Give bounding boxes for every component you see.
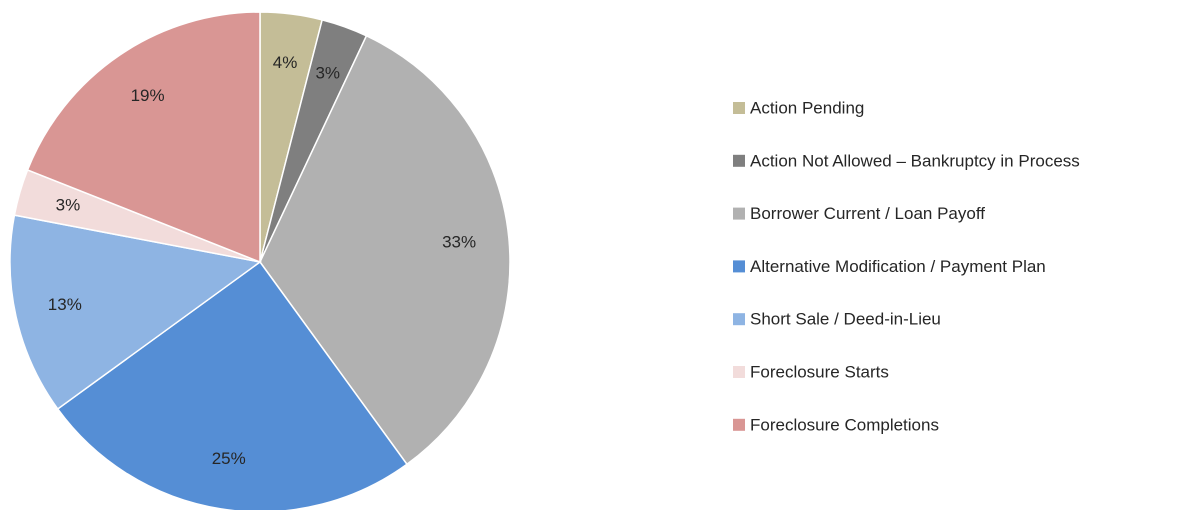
legend-swatch	[733, 418, 745, 431]
legend-swatch	[733, 102, 745, 114]
data-label: 13%	[48, 295, 82, 314]
pie-slice	[9, 214, 262, 410]
data-label: 4%	[273, 53, 298, 72]
pie-slice	[56, 260, 408, 510]
legend-label: Borrower Current / Loan Payoff	[750, 204, 985, 223]
data-label: 19%	[131, 86, 165, 105]
data-label: 25%	[212, 449, 246, 468]
legend-label: Foreclosure Completions	[750, 415, 939, 434]
legend-swatch	[733, 207, 745, 220]
legend-swatch	[733, 154, 745, 167]
legend-label: Action Pending	[750, 98, 864, 117]
pie-slice	[26, 11, 261, 264]
legend-label: Alternative Modification / Payment Plan	[750, 257, 1046, 276]
legend-swatch	[733, 313, 745, 326]
legend-swatch	[733, 260, 745, 273]
data-label: 3%	[315, 63, 340, 82]
pie-slice	[259, 34, 511, 466]
legend-swatch	[733, 366, 745, 378]
legend-label: Action Not Allowed – Bankruptcy in Proce…	[750, 151, 1080, 170]
legend-label: Short Sale / Deed-in-Lieu	[750, 310, 941, 329]
legend-label: Foreclosure Starts	[750, 362, 889, 381]
data-label: 3%	[56, 196, 81, 215]
data-label: 33%	[442, 233, 476, 252]
